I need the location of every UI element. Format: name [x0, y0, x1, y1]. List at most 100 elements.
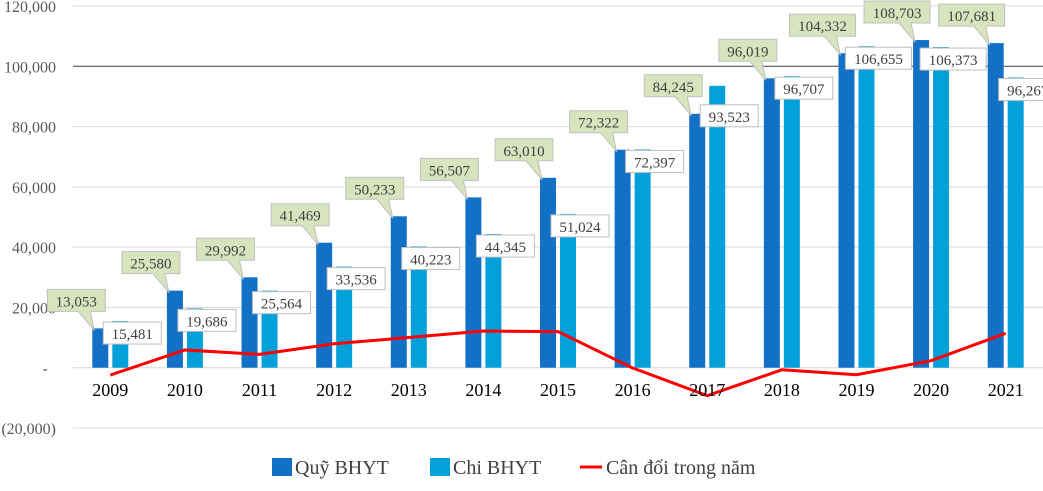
- callout-quy-bhyt: [938, 3, 1006, 46]
- data-labels: 13,053 15,481 25,580 19,686 29,992 25,564 41,4…: [46, 0, 1043, 345]
- callout-quy-bhyt: [270, 203, 330, 246]
- label-chi-bhyt: 96,267: [1007, 84, 1043, 100]
- legend-swatch-quy: [272, 458, 292, 476]
- label-chi-bhyt: 106,373: [929, 53, 978, 69]
- x-tick-label: 2011: [242, 380, 277, 400]
- callout-quy-bhyt: [643, 74, 703, 117]
- y-tick-label: -: [42, 361, 47, 378]
- label-quy-bhyt: 72,322: [578, 116, 619, 132]
- callout-quy-bhyt: [788, 13, 856, 56]
- callout-quy-bhyt: [863, 0, 931, 43]
- x-tick-label: 2019: [838, 380, 874, 400]
- x-tick-label: 2010: [167, 380, 203, 400]
- bar-quy-bhyt: [614, 149, 631, 368]
- label-quy-bhyt: 50,233: [354, 182, 395, 198]
- bar-quy-bhyt: [838, 53, 855, 368]
- label-quy-bhyt: 56,507: [429, 163, 471, 179]
- callout-quy-bhyt: [494, 138, 554, 181]
- bar-quy-bhyt: [689, 113, 706, 368]
- x-tick-label: 2009: [92, 380, 128, 400]
- bar-chi-bhyt: [783, 76, 800, 368]
- x-tick-label: 2013: [391, 380, 427, 400]
- bar-quy-bhyt: [763, 78, 780, 368]
- label-chi-bhyt: 106,655: [854, 52, 903, 68]
- label-chi-bhyt: 51,024: [559, 220, 601, 236]
- label-quy-bhyt: 25,580: [130, 257, 171, 273]
- label-box-chi-bhyt: [625, 149, 685, 173]
- label-quy-bhyt: 104,332: [798, 19, 847, 35]
- label-chi-bhyt: 96,707: [783, 82, 825, 98]
- bar-quy-bhyt: [316, 242, 333, 368]
- bar-quy-bhyt: [913, 40, 930, 368]
- callout-quy-bhyt: [196, 237, 256, 280]
- label-quy-bhyt: 29,992: [205, 243, 246, 259]
- label-box-chi-bhyt: [475, 234, 535, 258]
- bar-chi-bhyt: [634, 149, 651, 368]
- label-quy-bhyt: 41,469: [280, 209, 321, 225]
- label-chi-bhyt: 40,223: [410, 252, 451, 268]
- label-chi-bhyt: 33,536: [336, 273, 378, 289]
- x-tick-label: 2015: [540, 380, 576, 400]
- bar-quy-bhyt: [390, 216, 407, 368]
- label-box-chi-bhyt: [550, 214, 610, 238]
- y-tick-label: 60,000: [12, 180, 56, 197]
- bar-quy-bhyt: [540, 177, 556, 368]
- label-box-chi-bhyt: [326, 267, 386, 291]
- x-axis: 2009 2010 2011 2012 2013 2014 2015 2016 2017 2018…: [92, 380, 1023, 400]
- x-tick-label: 2012: [316, 380, 352, 400]
- label-box-chi-bhyt: [844, 46, 912, 70]
- label-quy-bhyt: 84,245: [653, 80, 694, 96]
- x-tick-label: 2014: [465, 380, 501, 400]
- callout-quy-bhyt: [46, 288, 106, 331]
- label-quy-bhyt: 13,053: [56, 294, 97, 310]
- bar-chi-bhyt: [560, 213, 576, 368]
- label-box-chi-bhyt: [401, 246, 461, 270]
- x-tick-label: 2020: [913, 380, 949, 400]
- y-axis: (20,000) - 20,000 40,000 60,000 80,000 100,000…: [1, 0, 56, 438]
- y-tick-label: 20,000: [12, 300, 56, 317]
- callout-quy-bhyt: [121, 251, 181, 293]
- y-tick-label: 100,000: [4, 59, 56, 76]
- callout-quy-bhyt: [345, 176, 405, 219]
- y-tick-label: 80,000: [12, 120, 56, 137]
- label-quy-bhyt: 107,681: [947, 9, 996, 25]
- bar-quy-bhyt: [987, 43, 1004, 368]
- x-tick-label: 2021: [988, 380, 1024, 400]
- bar-chi-bhyt: [709, 85, 726, 368]
- balance-line: [109, 329, 1007, 398]
- callout-quy-bhyt: [419, 157, 479, 200]
- label-chi-bhyt: 15,481: [112, 327, 153, 343]
- bar-chi-bhyt: [485, 234, 502, 368]
- legend-label-balance: Cân đối trong năm: [606, 457, 756, 479]
- label-box-chi-bhyt: [774, 76, 834, 100]
- bar-chi-bhyt: [858, 46, 875, 368]
- legend-label-chi: Chi BHYT: [453, 457, 541, 479]
- x-tick-label: 2018: [764, 380, 800, 400]
- label-chi-bhyt: 93,523: [709, 110, 750, 126]
- legend-swatch-chi: [430, 458, 450, 476]
- callout-quy-bhyt: [718, 38, 778, 81]
- label-box-chi-bhyt: [252, 291, 312, 315]
- y-tick-label: 40,000: [12, 240, 56, 257]
- y-tick-label: 120,000: [4, 0, 56, 16]
- x-tick-label: 2017: [689, 380, 725, 400]
- label-quy-bhyt: 63,010: [503, 144, 544, 160]
- legend-label-quy: Quỹ BHYT: [295, 457, 389, 479]
- label-box-chi-bhyt: [177, 308, 237, 332]
- bar-chi-bhyt: [933, 47, 950, 368]
- label-quy-bhyt: 96,019: [727, 44, 768, 60]
- bar-quy-bhyt: [465, 197, 482, 368]
- label-chi-bhyt: 44,345: [485, 240, 526, 256]
- label-chi-bhyt: 72,397: [634, 155, 676, 171]
- label-box-chi-bhyt: [102, 321, 162, 345]
- label-box-chi-bhyt: [998, 78, 1043, 102]
- label-box-chi-bhyt: [919, 47, 987, 71]
- label-chi-bhyt: 25,564: [261, 297, 303, 313]
- y-tick-label: (20,000): [1, 421, 56, 438]
- bar-chi-bhyt: [1007, 77, 1024, 368]
- label-chi-bhyt: 19,686: [186, 314, 228, 330]
- label-box-chi-bhyt: [699, 104, 759, 128]
- callout-quy-bhyt: [569, 110, 629, 153]
- label-quy-bhyt: 108,703: [873, 6, 922, 22]
